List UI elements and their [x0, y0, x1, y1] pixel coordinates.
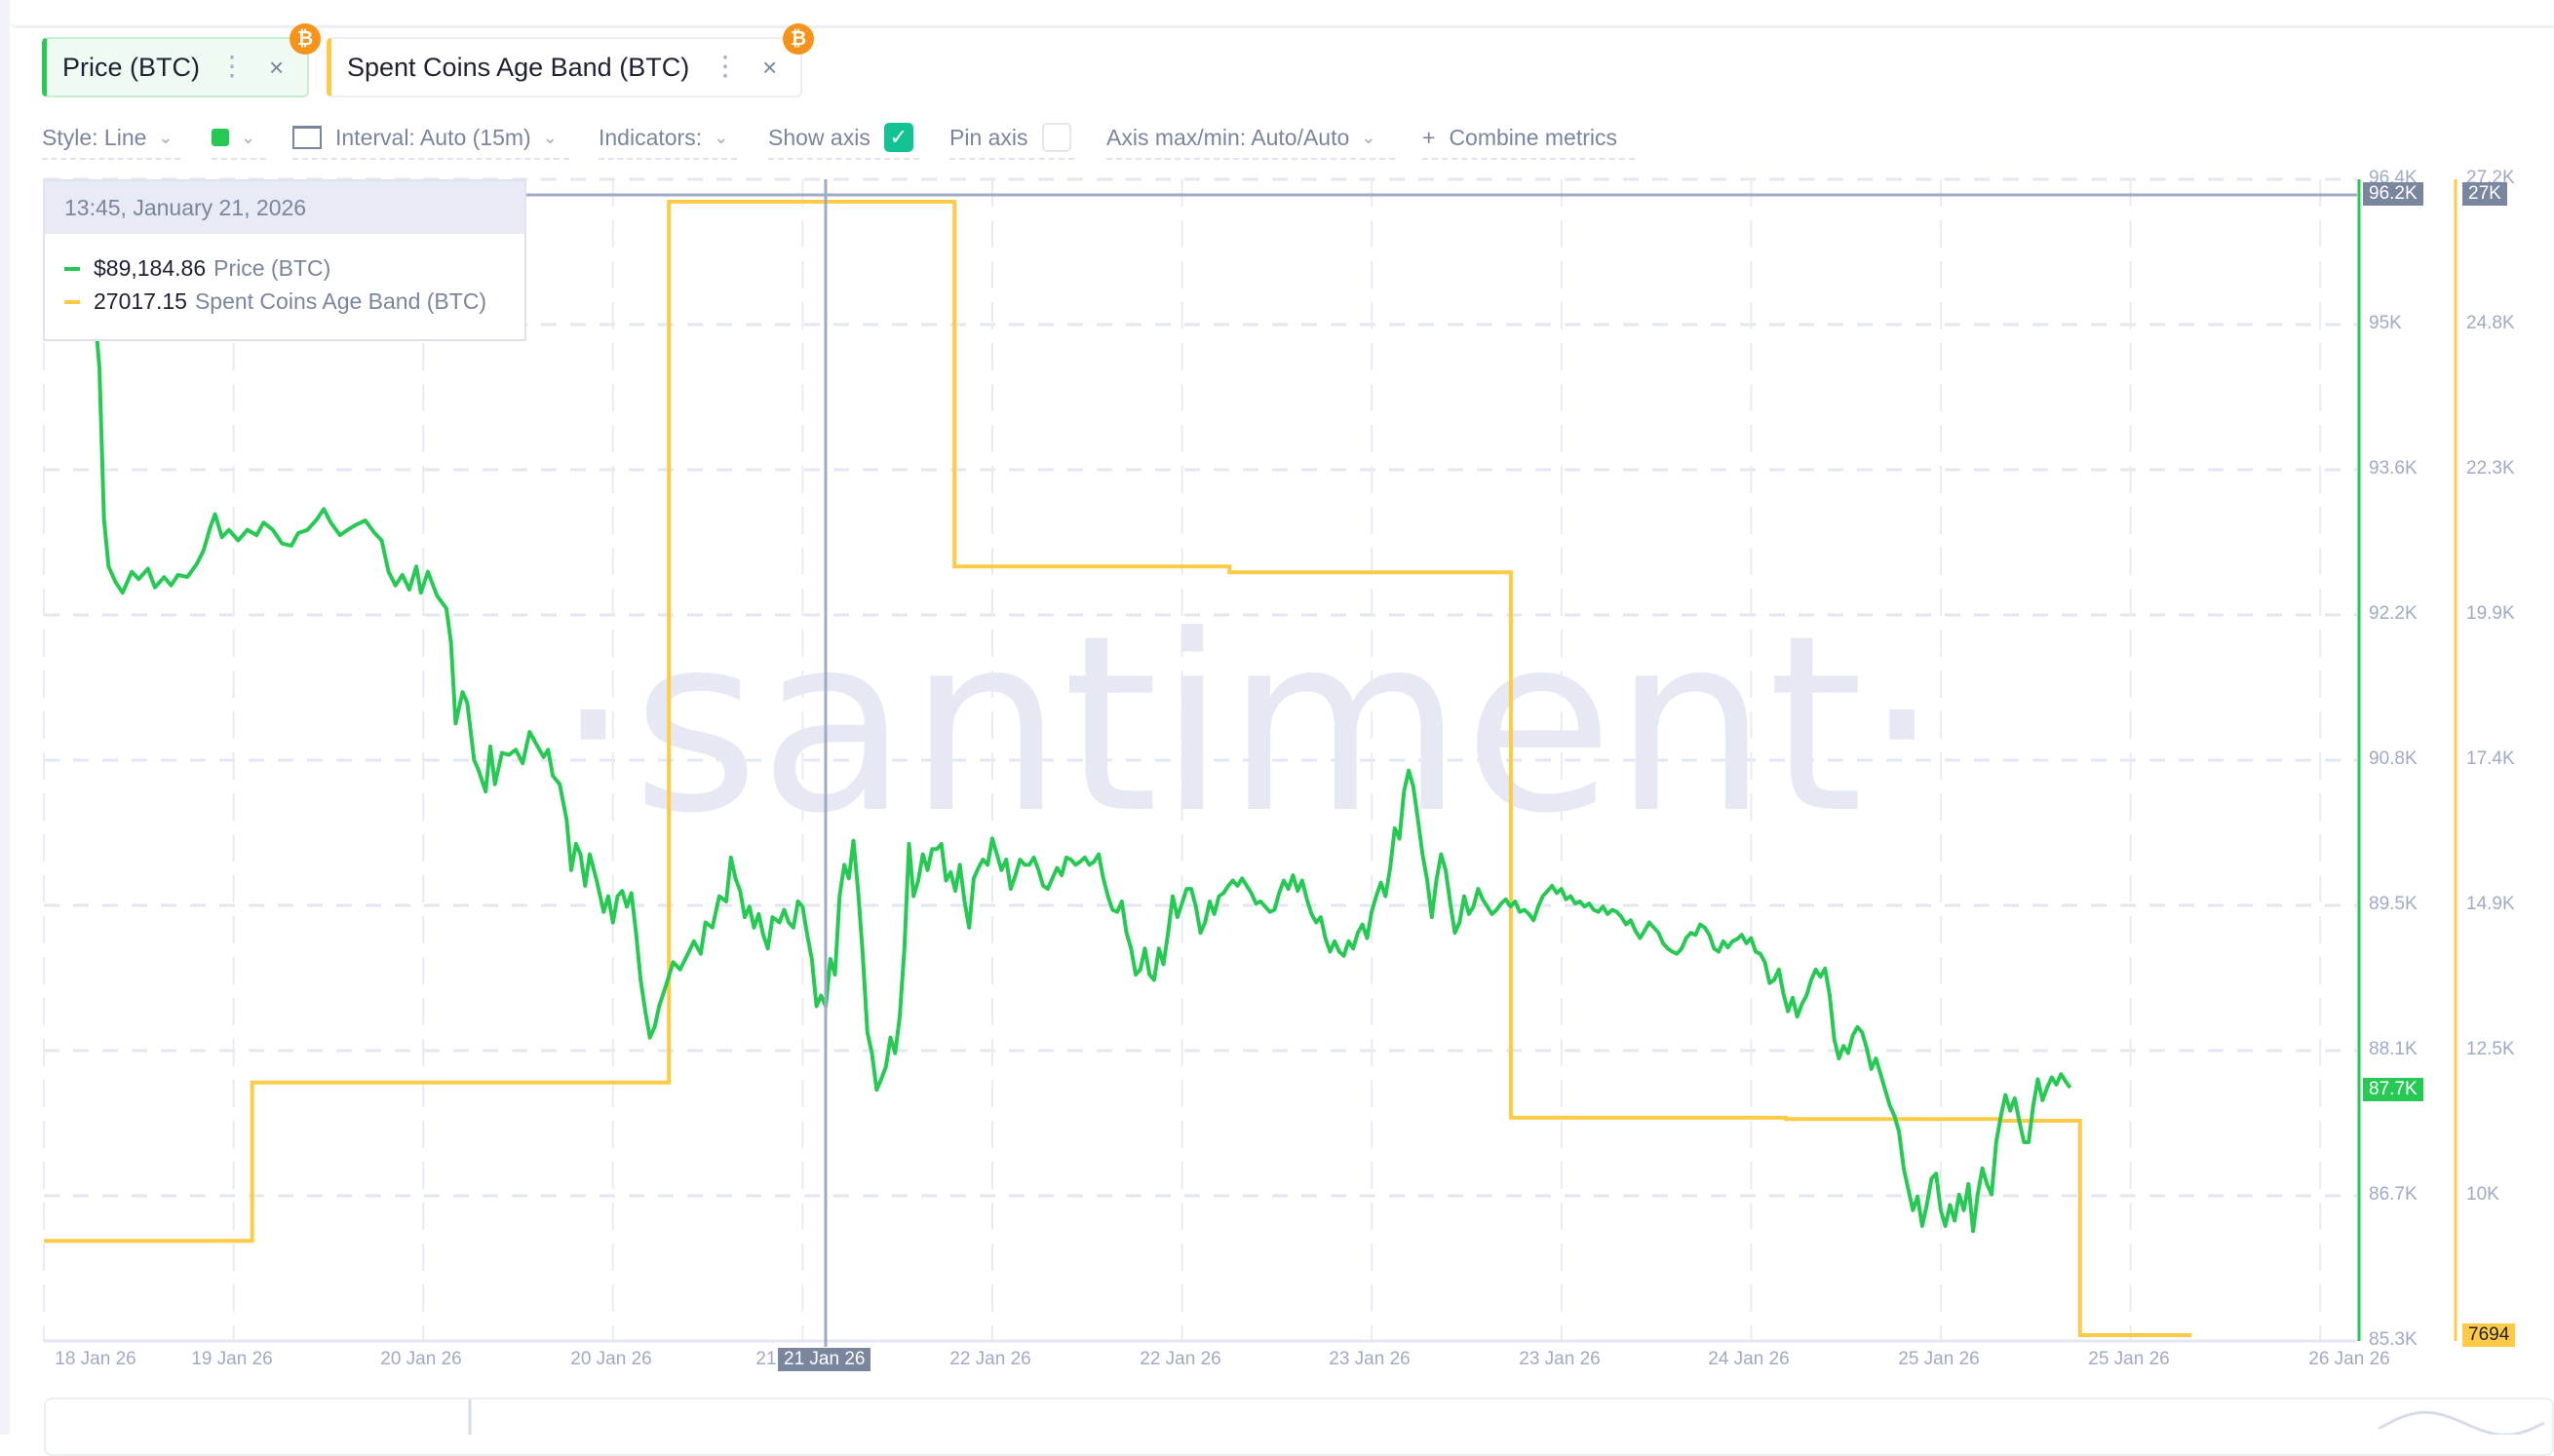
combine-metrics-button[interactable]: + Combine metrics — [1422, 117, 1635, 160]
combine-metrics-label: Combine metrics — [1449, 124, 1617, 150]
interval-label: Interval: Auto (15m) — [335, 124, 531, 150]
bitcoin-icon: ₿ — [783, 23, 814, 55]
scab-last-value-badge: 7694 — [2462, 1323, 2516, 1347]
chart-tooltip: 13:45, January 21, 2026 $89,184.86 Price… — [43, 179, 526, 341]
spent-coins-axis-tick: 19.9K — [2466, 603, 2515, 624]
style-dropdown[interactable]: Style: Line ⌄ — [42, 117, 180, 160]
x-axis-tick: 25 Jan 26 — [1898, 1349, 1980, 1369]
tooltip-value: 27017.15 — [94, 288, 187, 314]
spent-coins-axis-tick: 22.3K — [2466, 458, 2515, 479]
close-icon[interactable]: × — [762, 53, 778, 82]
left-sidebar-edge — [0, 0, 10, 1435]
price-last-value-badge: 87.7K — [2363, 1078, 2423, 1101]
color-swatch — [212, 129, 229, 146]
legend-marker — [64, 299, 80, 304]
price-axis-tick: 86.7K — [2369, 1184, 2418, 1205]
chevron-down-icon: ⌄ — [241, 127, 256, 147]
svg-text:·santiment·: ·santiment· — [555, 583, 1941, 866]
chevron-down-icon: ⌄ — [542, 127, 558, 147]
spent-coins-axis-tick: 14.9K — [2466, 894, 2515, 914]
chevron-down-icon: ⌄ — [158, 127, 174, 147]
spent-coins-axis-tick: 12.5K — [2466, 1039, 2515, 1059]
chevron-down-icon: ⌄ — [1361, 127, 1376, 147]
chevron-down-icon: ⌄ — [714, 127, 729, 147]
x-axis-tick: 26 Jan 26 — [2308, 1349, 2390, 1369]
interval-icon — [292, 126, 322, 149]
tooltip-value: $89,184.86 — [94, 255, 207, 281]
bitcoin-icon: ₿ — [290, 23, 321, 55]
metric-tab-spent-coins-age-band[interactable]: Spent Coins Age Band (BTC) ⋮ × — [327, 37, 802, 97]
tooltip-row-spent-coins: 27017.15 Spent Coins Age Band (BTC) — [64, 288, 486, 315]
tooltip-metric-name: Spent Coins Age Band (BTC) — [194, 288, 487, 314]
spent-coins-axis-tick: 24.8K — [2466, 313, 2515, 333]
range-navigator[interactable] — [44, 1398, 2554, 1456]
tooltip-row-price: $89,184.86 Price (BTC) — [64, 255, 330, 282]
show-axis-checkbox[interactable]: ✓ — [883, 123, 913, 152]
metric-tab-price[interactable]: Price (BTC) ⋮ × — [42, 37, 309, 97]
x-axis-tick: 24 Jan 26 — [1708, 1349, 1790, 1369]
axis-max-min-dropdown[interactable]: Axis max/min: Auto/Auto ⌄ — [1106, 117, 1395, 160]
legend-marker — [64, 266, 80, 271]
x-axis-tick: 22 Jan 26 — [949, 1349, 1031, 1369]
metric-tab-label: Price (BTC) — [62, 52, 200, 82]
x-axis-tick: 22 Jan 26 — [1140, 1349, 1221, 1369]
spent-coins-axis-tick: 17.4K — [2466, 748, 2515, 769]
plus-icon: + — [1422, 124, 1436, 150]
x-crosshair-badge: 21 Jan 26 — [778, 1348, 871, 1371]
price-axis-tick: 90.8K — [2369, 748, 2418, 769]
price-axis-tick: 88.1K — [2369, 1039, 2418, 1059]
price-axis-tick: 93.6K — [2369, 458, 2418, 479]
pin-axis-label: Pin axis — [949, 124, 1028, 150]
price-axis-tick: 85.3K — [2369, 1329, 2418, 1350]
more-options-icon[interactable]: ⋮ — [712, 51, 739, 81]
metric-tab-label: Spent Coins Age Band (BTC) — [347, 52, 690, 82]
x-axis-tick: 20 Jan 26 — [380, 1349, 462, 1369]
x-axis-tick: 23 Jan 26 — [1329, 1349, 1411, 1369]
indicators-dropdown[interactable]: Indicators: ⌄ — [599, 117, 737, 160]
axis-max-min-label: Axis max/min: Auto/Auto — [1106, 124, 1350, 150]
spent-coins-axis-tick: 10K — [2466, 1184, 2499, 1205]
price-axis-tick: 95K — [2369, 313, 2402, 333]
x-axis-tick: 23 Jan 26 — [1519, 1349, 1601, 1369]
x-axis-tick: 18 Jan 26 — [55, 1349, 136, 1369]
style-label: Style: Line — [42, 124, 147, 150]
show-axis-label: Show axis — [768, 124, 871, 150]
color-picker[interactable]: ⌄ — [212, 117, 266, 160]
close-icon[interactable]: × — [269, 53, 285, 82]
tooltip-metric-name: Price (BTC) — [213, 255, 331, 281]
scab-crosshair-badge: 27K — [2462, 182, 2507, 206]
x-axis-tick: 19 Jan 26 — [191, 1349, 273, 1369]
x-axis-tick: 25 Jan 26 — [2088, 1349, 2170, 1369]
pin-axis-toggle[interactable]: Pin axis — [949, 117, 1074, 160]
more-options-icon[interactable]: ⋮ — [218, 51, 246, 81]
top-bar — [10, 0, 2554, 28]
show-axis-toggle[interactable]: Show axis ✓ — [768, 117, 919, 160]
price-axis-tick: 89.5K — [2369, 894, 2418, 914]
interval-dropdown[interactable]: Interval: Auto (15m) ⌄ — [292, 117, 569, 160]
indicators-label: Indicators: — [599, 124, 703, 150]
price-axis-tick: 92.2K — [2369, 603, 2418, 624]
price-crosshair-badge: 96.2K — [2363, 182, 2423, 206]
x-axis-tick: 21 — [755, 1349, 777, 1369]
tooltip-datetime: 13:45, January 21, 2026 — [45, 181, 524, 234]
x-axis-tick: 20 Jan 26 — [570, 1349, 652, 1369]
pin-axis-checkbox[interactable] — [1041, 123, 1071, 152]
